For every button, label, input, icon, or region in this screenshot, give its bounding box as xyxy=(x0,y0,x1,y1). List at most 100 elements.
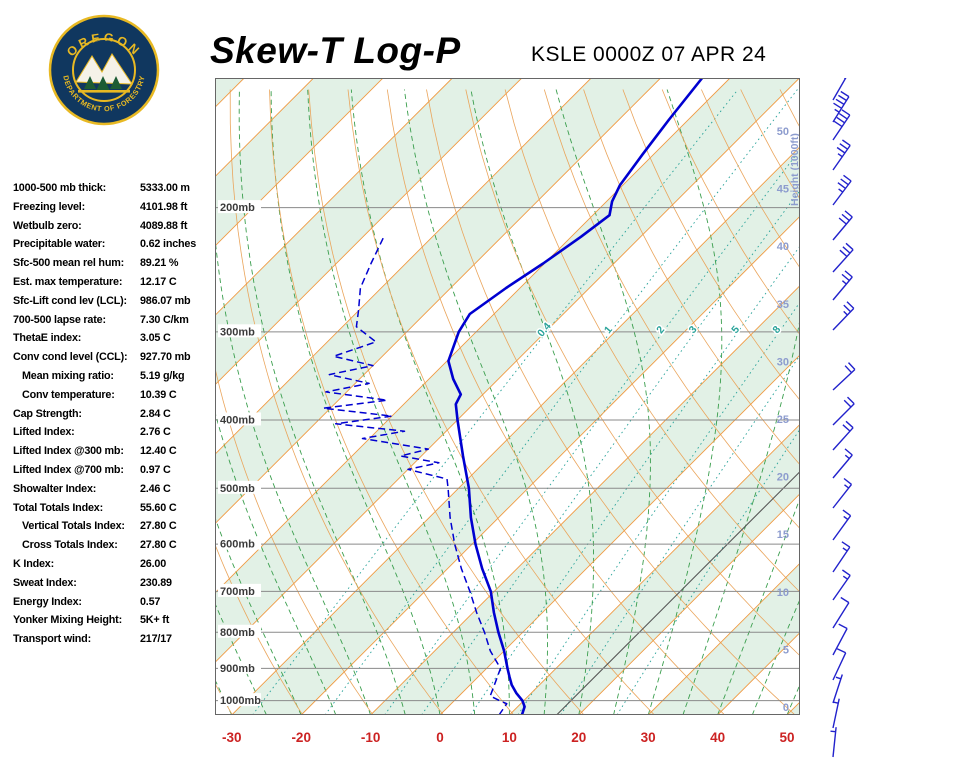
index-value: 26.00 xyxy=(140,557,167,570)
station-datetime: KSLE 0000Z 07 APR 24 xyxy=(531,43,767,66)
logo-outer-ring xyxy=(48,14,160,126)
index-row: Lifted Index: 2.76 C xyxy=(13,426,218,445)
wind-barb xyxy=(832,420,854,451)
height-tick-label: 40 xyxy=(777,241,789,253)
index-row: Lifted Index @300 mb: 12.40 C xyxy=(13,445,218,464)
wind-barb xyxy=(832,174,852,206)
index-label: 1000-500 mb thick: xyxy=(13,182,107,194)
index-label: Precipitable water: xyxy=(13,238,106,251)
index-value: 3.05 C xyxy=(140,332,171,345)
wind-barb xyxy=(832,448,853,479)
index-value: 2.76 C xyxy=(140,426,171,439)
index-value: 27.80 C xyxy=(140,539,177,552)
pressure-label: 200mb xyxy=(220,202,255,214)
index-row: Yonker Mixing Height: 5K+ ft xyxy=(13,614,218,633)
index-row: Est. max temperature: 12.17 C xyxy=(13,276,218,295)
index-value: 55.60 C xyxy=(140,501,177,514)
index-row: Sfc-500 mean rel hum: 89.21 % xyxy=(13,257,218,276)
index-label: Cross Totals Index: xyxy=(22,539,118,552)
index-row: Sfc-Lift cond lev (LCL): 986.07 mb xyxy=(13,295,218,314)
index-label: Est. max temperature: xyxy=(13,275,123,288)
height-tick-label: 10 xyxy=(777,587,789,599)
index-value: 0.57 xyxy=(140,595,161,608)
reference-line xyxy=(556,470,800,715)
temp-axis-label: 20 xyxy=(571,730,586,745)
wind-barb xyxy=(832,623,848,656)
index-row: Conv temperature: 10.39 C xyxy=(13,389,218,408)
wind-barb xyxy=(832,396,855,426)
wind-barb xyxy=(830,727,837,758)
index-value: 217/17 xyxy=(140,633,172,646)
sounding-traces xyxy=(322,78,704,715)
tree-icon xyxy=(96,76,110,91)
height-tick-label: 20 xyxy=(777,472,789,484)
height-tick-label: 50 xyxy=(777,126,789,138)
wind-barb xyxy=(832,674,843,704)
temperature-trace xyxy=(447,78,704,715)
isotherms xyxy=(215,78,800,715)
index-label: Showalter Index: xyxy=(13,482,97,495)
skewt-chart: 200mb 300mb 400mb 500mb 600mb 700mb 800mb 900mb… xyxy=(215,78,856,758)
pressure-label-bg xyxy=(218,324,261,338)
wind-barb xyxy=(832,90,850,123)
wind-barb xyxy=(832,270,853,301)
pressure-label-bg xyxy=(218,480,261,494)
pressure-label: 500mb xyxy=(220,483,255,495)
height-tick-label: 15 xyxy=(777,529,789,541)
pressure-label-bg xyxy=(218,583,261,597)
index-label: Sfc-500 mean rel hum: xyxy=(13,257,125,270)
pressure-label: 900mb xyxy=(220,663,255,675)
logo-emblem xyxy=(74,40,134,100)
index-value: 12.40 C xyxy=(140,445,177,458)
index-value: 986.07 mb xyxy=(140,294,191,307)
index-row: Cross Totals Index: 27.80 C xyxy=(13,539,218,558)
index-label: Total Totals Index: xyxy=(13,501,103,514)
wind-barb-column xyxy=(830,78,856,758)
temp-axis-label: 30 xyxy=(641,730,656,745)
pressure-label: 300mb xyxy=(220,326,255,338)
pressure-label-bg xyxy=(218,693,261,707)
index-value: 5K+ ft xyxy=(140,614,170,627)
page-title: Skew-T Log-P xyxy=(210,30,461,71)
index-value: 12.17 C xyxy=(140,275,177,288)
index-value: 230.89 xyxy=(140,576,172,589)
height-axis-title: Height (1000ft) xyxy=(789,133,801,206)
index-row: ThetaE index: 3.05 C xyxy=(13,332,218,351)
temp-axis-label: 40 xyxy=(710,730,725,745)
index-label: Lifted Index @300 mb: xyxy=(13,445,124,458)
pressure-label-bg xyxy=(218,536,261,550)
index-label: Wetbulb zero: xyxy=(13,219,82,232)
height-tick-label: 35 xyxy=(777,299,789,311)
logo-inner-ring xyxy=(72,38,136,102)
wind-barb xyxy=(832,78,847,101)
wind-barb xyxy=(832,569,851,601)
index-value: 27.80 C xyxy=(140,520,177,533)
index-row: Total Totals Index: 55.60 C xyxy=(13,502,218,521)
index-value: 0.62 inches xyxy=(140,238,197,251)
index-label: Lifted Index @700 mb: xyxy=(13,463,124,476)
mixing-ratio-label: 5 xyxy=(729,324,742,336)
pressure-label-bg xyxy=(218,412,261,426)
wind-barb xyxy=(832,139,851,171)
pressure-label: 1000mb xyxy=(220,695,261,707)
index-label: Freezing level: xyxy=(13,200,86,213)
wind-barb xyxy=(832,596,850,629)
wind-barb xyxy=(832,648,847,681)
index-label: Transport wind: xyxy=(13,633,91,646)
height-tick-label: 0 xyxy=(783,702,789,714)
index-row: Lifted Index @700 mb: 0.97 C xyxy=(13,464,218,483)
index-value: 10.39 C xyxy=(140,388,177,401)
wind-barb xyxy=(832,242,854,273)
index-value: 2.46 C xyxy=(140,482,171,495)
wind-barb xyxy=(832,362,856,391)
index-value: 2.84 C xyxy=(140,407,171,420)
index-label: Sweat Index: xyxy=(13,576,77,589)
index-label: K Index: xyxy=(13,557,54,570)
index-value: 4101.98 ft xyxy=(140,200,188,213)
index-value: 7.30 C/km xyxy=(140,313,189,326)
index-value: 4089.88 ft xyxy=(140,219,188,232)
index-label: Mean mixing ratio: xyxy=(22,369,114,382)
dry-adiabats xyxy=(215,89,800,715)
index-value: 89.21 % xyxy=(140,257,179,270)
